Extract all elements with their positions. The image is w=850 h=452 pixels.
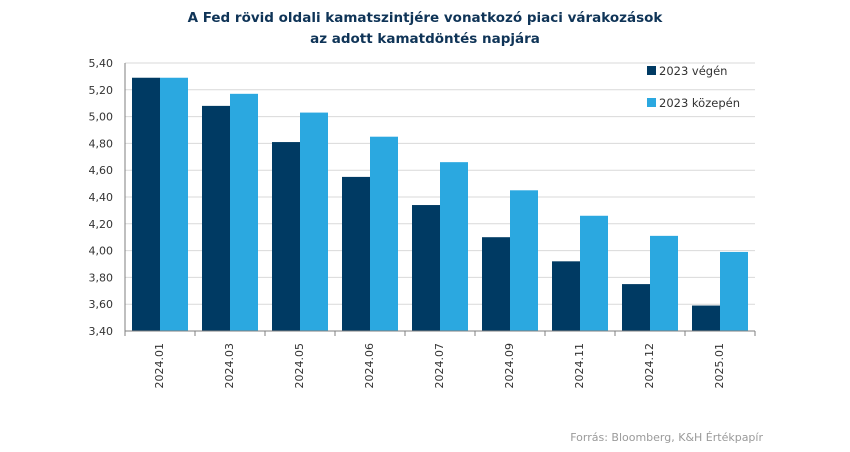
y-tick-label: 3,60 (89, 298, 114, 311)
y-tick-label: 4,80 (89, 137, 114, 150)
bar-series-1 (412, 205, 440, 331)
bar-series-1 (622, 284, 650, 331)
axes: 5,40 5,20 5,00 4,80 4,60 4,40 4,20 4,00 3,80 3,60… (89, 57, 756, 389)
bar-series-1 (692, 305, 720, 331)
x-tick-label: 2024.06 (363, 343, 376, 389)
bar-series-2 (650, 235, 678, 331)
x-tick-label: 2024.05 (293, 343, 306, 389)
x-tick-label: 2025.01 (713, 343, 726, 389)
bar-series-2 (720, 251, 748, 331)
x-tick-label: 2024.07 (433, 343, 446, 389)
y-tick-label: 4,60 (89, 164, 114, 177)
y-tick-label: 3,80 (89, 271, 114, 284)
chart-title-line-2: az adott kamatdöntés napjára (310, 31, 540, 47)
bar-series-2 (160, 77, 188, 332)
legend-swatch (647, 66, 656, 75)
bar-series-2 (440, 162, 468, 331)
y-tick-label: 5,40 (89, 57, 114, 70)
bar-series-1 (272, 142, 300, 331)
y-tick-label: 4,20 (89, 218, 114, 231)
bar-series-2 (510, 190, 538, 331)
x-tick-label: 2024.01 (153, 343, 166, 389)
legend-swatch (647, 98, 656, 107)
bar-series-2 (230, 93, 258, 331)
legend: 2023 végén 2023 közepén (647, 64, 740, 110)
x-tick-label: 2024.12 (643, 343, 656, 389)
y-tick-label: 4,00 (89, 245, 114, 258)
legend-label: 2023 végén (659, 64, 727, 78)
y-tick-label: 4,40 (89, 191, 114, 204)
x-tick-label: 2024.09 (503, 343, 516, 389)
bar-series-1 (552, 261, 580, 331)
legend-label: 2023 közepén (659, 96, 740, 110)
bar-series-1 (132, 77, 160, 332)
x-tick-label: 2024.03 (223, 343, 236, 389)
bars (132, 77, 748, 332)
y-tick-label: 5,20 (89, 84, 114, 97)
bar-series-1 (482, 237, 510, 331)
bar-series-2 (580, 215, 608, 331)
bar-series-1 (342, 176, 370, 331)
x-tick-label: 2024.11 (573, 343, 586, 389)
bar-series-2 (370, 136, 398, 331)
y-tick-label: 3,40 (89, 325, 114, 338)
bar-series-2 (300, 112, 328, 331)
source-note: Forrás: Bloomberg, K&H Értékpapír (570, 431, 763, 444)
chart-title-line-1: A Fed rövid oldali kamatszintjére vonatk… (188, 10, 664, 26)
bar-series-1 (202, 105, 230, 331)
y-tick-label: 5,00 (89, 111, 114, 124)
